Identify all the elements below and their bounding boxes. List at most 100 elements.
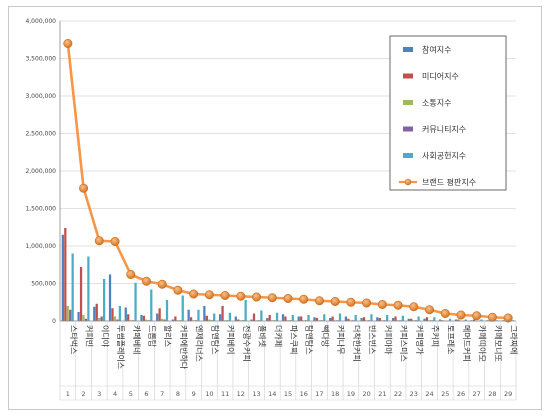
x-tick-label: 토프레소 bbox=[446, 325, 455, 354]
bar bbox=[448, 318, 452, 321]
x-tick-label: 카페베네 bbox=[132, 325, 142, 354]
line-point bbox=[141, 276, 151, 286]
line-point bbox=[252, 292, 262, 302]
bar bbox=[174, 316, 177, 321]
x-tick-label: 커피베이 bbox=[226, 325, 236, 354]
bar bbox=[228, 312, 232, 321]
bar bbox=[331, 316, 334, 321]
bar bbox=[158, 308, 161, 321]
bar bbox=[344, 316, 348, 321]
bar bbox=[423, 318, 426, 321]
x-tick-label: 카페보니또 bbox=[493, 325, 503, 362]
bar bbox=[307, 315, 310, 321]
bar bbox=[181, 295, 184, 321]
rank-label: 7 bbox=[160, 390, 164, 398]
rank-label: 28 bbox=[488, 390, 496, 398]
line-point bbox=[377, 299, 387, 309]
bar bbox=[213, 313, 216, 321]
bar bbox=[354, 315, 357, 321]
bar bbox=[98, 318, 101, 321]
x-tick-label: 커피빈 bbox=[85, 325, 94, 347]
x-tick-label: 메머드커피 bbox=[462, 325, 471, 362]
bar bbox=[134, 282, 137, 321]
bar bbox=[93, 306, 96, 321]
y-tick-label: 500,000 bbox=[31, 281, 56, 288]
bar bbox=[127, 314, 130, 321]
bar bbox=[376, 317, 379, 321]
bar bbox=[189, 317, 193, 321]
reputation-line bbox=[63, 38, 513, 323]
line-point bbox=[157, 279, 167, 289]
bar bbox=[362, 317, 366, 321]
rank-label: 5 bbox=[129, 390, 133, 398]
bars bbox=[61, 228, 515, 321]
bar bbox=[113, 316, 117, 321]
bar bbox=[95, 303, 98, 321]
x-tick-label: 더카페 bbox=[273, 325, 283, 347]
bar bbox=[142, 315, 146, 321]
bar bbox=[171, 319, 175, 321]
bar bbox=[244, 300, 247, 321]
x-tick-label: 파스쿠찌 bbox=[289, 325, 298, 354]
x-tick-label: 전광수커피 bbox=[242, 325, 252, 362]
bar bbox=[156, 313, 159, 321]
line-point bbox=[63, 38, 73, 48]
rank-label: 15 bbox=[284, 390, 292, 398]
bar bbox=[145, 319, 148, 321]
bar bbox=[87, 256, 90, 321]
bar bbox=[300, 316, 303, 321]
line-point bbox=[94, 236, 104, 246]
x-axis: 스타벅스 1 커피빈 2 이디야 3 투썸플레이스 4 카페베네 5 드롭탑 6 할리스 7 커피에반하다 8… bbox=[59, 320, 518, 401]
bar bbox=[187, 309, 190, 321]
rank-label: 10 bbox=[205, 390, 213, 398]
rank-label: 27 bbox=[473, 390, 481, 398]
line-point bbox=[79, 183, 89, 193]
y-axis: 0 500,000 1,000,000 1,500,000 2,000,000 2,500… bbox=[25, 18, 61, 325]
bar bbox=[66, 306, 69, 321]
legend-swatch bbox=[403, 126, 413, 132]
bar bbox=[370, 314, 373, 321]
legend-label: 미디어지수 bbox=[422, 71, 459, 81]
rank-label: 20 bbox=[362, 390, 370, 398]
line-point bbox=[189, 289, 199, 299]
bar bbox=[77, 312, 80, 321]
bar bbox=[234, 316, 237, 321]
legend-swatch bbox=[403, 100, 413, 105]
rank-label: 1 bbox=[66, 390, 70, 398]
y-tick-label: 3,000,000 bbox=[25, 93, 56, 100]
rank-label: 12 bbox=[237, 390, 245, 398]
x-tick-label: 탐앤탐스 bbox=[305, 325, 315, 354]
x-tick-label: 탐앤탐스 bbox=[210, 325, 220, 354]
rank-label: 18 bbox=[331, 390, 339, 398]
rank-label: 24 bbox=[425, 390, 433, 398]
x-tick-label: 그라찌에 bbox=[509, 325, 518, 354]
rank-label: 6 bbox=[144, 390, 148, 398]
line-point bbox=[173, 285, 183, 295]
rank-label: 22 bbox=[394, 390, 402, 398]
bar bbox=[163, 319, 166, 321]
line-point bbox=[472, 311, 482, 321]
x-tick-label: 스타벅스 bbox=[69, 325, 79, 354]
line-point bbox=[330, 296, 340, 306]
bar bbox=[237, 319, 240, 321]
line-point bbox=[456, 310, 466, 320]
bar bbox=[347, 318, 350, 321]
x-tick-label: 카페띠아모 bbox=[478, 325, 488, 362]
x-tick-label: 커피마마 bbox=[383, 325, 392, 355]
bar bbox=[140, 315, 143, 321]
bar bbox=[203, 306, 206, 321]
bar bbox=[457, 319, 460, 321]
bar bbox=[69, 309, 72, 321]
bar bbox=[410, 318, 413, 321]
x-tick-label: 빽다방 bbox=[320, 325, 330, 348]
line-point bbox=[126, 269, 136, 279]
bar bbox=[268, 315, 271, 321]
rank-label: 4 bbox=[113, 390, 117, 398]
bar bbox=[124, 307, 127, 321]
x-tick-label: 드롭탑 bbox=[147, 325, 156, 348]
bar bbox=[315, 318, 319, 321]
bar bbox=[108, 274, 112, 321]
bar bbox=[111, 308, 114, 321]
bar bbox=[433, 317, 436, 321]
